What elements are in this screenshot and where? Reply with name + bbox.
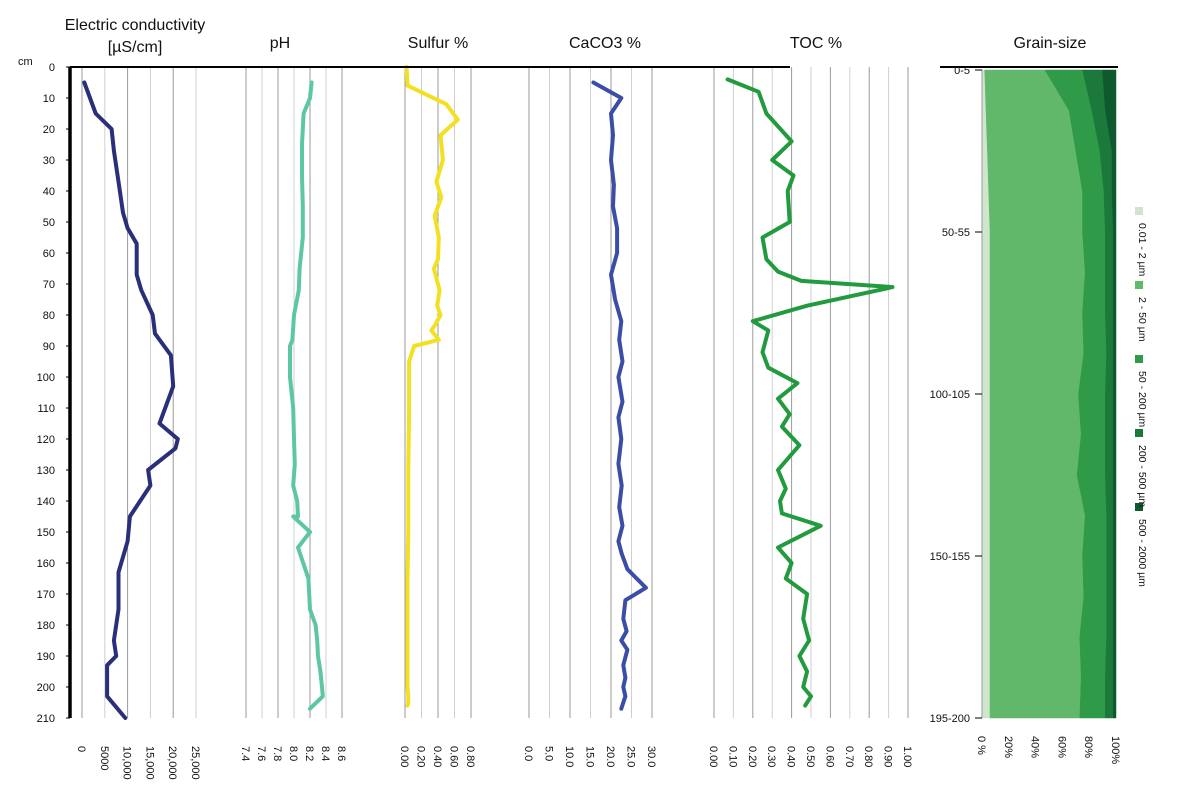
panel2-xtick-4: 8.2 <box>303 746 315 761</box>
depth-tick-label-200: 200 <box>37 682 55 694</box>
depth-tick-label-130: 130 <box>37 465 55 477</box>
depth-tick-label-70: 70 <box>43 279 55 291</box>
depth-tick-label-0: 0 <box>49 62 55 74</box>
panel5-xtick-4: 0.40 <box>785 746 797 767</box>
depth-tick-label-40: 40 <box>43 186 55 198</box>
grainsize-xtick-5: 100% <box>1109 736 1121 764</box>
panel3-xtick-3: 0.60 <box>448 746 460 767</box>
depth-tick-label-100: 100 <box>37 372 55 384</box>
legend-swatch-4 <box>1135 429 1143 437</box>
depth-tick-label-30: 30 <box>43 155 55 167</box>
panel4-xtick-1: 5.0 <box>543 746 555 761</box>
panel2-xtick-3: 8.0 <box>287 746 299 761</box>
panel5-xtick-3: 0.30 <box>765 746 777 767</box>
depth-tick-label-80: 80 <box>43 310 55 322</box>
depth-tick-label-10: 10 <box>43 93 55 105</box>
depth-tick-label-110: 110 <box>37 403 55 415</box>
grainsize-xtick-3: 60% <box>1055 736 1067 758</box>
panel4-xtick-2: 10.0 <box>563 746 575 767</box>
panel5-xtick-10: 1.00 <box>901 746 913 767</box>
panel2-xtick-0: 7.4 <box>239 746 251 761</box>
grainsize-cat-label-0-5: 0-5 <box>954 65 970 77</box>
grainsize-xtick-0: 0 % <box>975 736 987 755</box>
panel5-xtick-2: 0.20 <box>746 746 758 767</box>
panel3-xtick-0: 0.00 <box>398 746 410 767</box>
panel2-series-line <box>288 80 325 711</box>
grainsize-cat-label-195-200: 195-200 <box>930 713 970 725</box>
panel3-series-line <box>404 65 460 708</box>
panel1-xtick-4: 20,000 <box>166 746 178 780</box>
panel5-xtick-9: 0.90 <box>882 746 894 767</box>
panel5-xtick-7: 0.70 <box>843 746 855 767</box>
grainsize-xtick-1: 20% <box>1002 736 1014 758</box>
panel1-xtick-2: 10,000 <box>121 746 133 780</box>
panel5-series-line <box>725 77 895 708</box>
depth-tick-label-160: 160 <box>37 558 55 570</box>
panel2-xtick-6: 8.6 <box>335 746 347 761</box>
panel4-xtick-4: 20.0 <box>604 746 616 767</box>
panel5-title-line-1: TOC % <box>790 35 842 52</box>
legend-label-4: 200 - 500 µm <box>1136 445 1148 507</box>
panel1-xtick-0: 0 <box>75 746 87 752</box>
panel1-xtick-5: 25,000 <box>189 746 201 780</box>
grainsize-cat-label-100-105: 100-105 <box>930 389 970 401</box>
panel2-xtick-2: 7.8 <box>271 746 283 761</box>
panel3-xtick-1: 0.20 <box>415 746 427 767</box>
panel4-title-line-1: CaCO3 % <box>569 35 641 52</box>
panel1-title-line-1: Electric conductivity <box>65 17 206 34</box>
panel4-xtick-5: 25.0 <box>625 746 637 767</box>
depth-tick-label-140: 140 <box>37 496 55 508</box>
panel4-xtick-0: 0.0 <box>522 746 534 761</box>
panel4-series-line <box>591 80 648 711</box>
panel5-xtick-0: 0.00 <box>707 746 719 767</box>
depth-tick-label-190: 190 <box>37 651 55 663</box>
panel2-title-line-1: pH <box>270 35 290 52</box>
depth-tick-label-20: 20 <box>43 124 55 136</box>
depth-tick-label-210: 210 <box>37 713 55 725</box>
legend-swatch-2 <box>1135 281 1143 289</box>
depth-tick-label-90: 90 <box>43 341 55 353</box>
depth-tick-label-50: 50 <box>43 217 55 229</box>
grainsize-band-2 <box>984 69 1086 719</box>
panel5-xtick-6: 0.60 <box>823 746 835 767</box>
legend-swatch-3 <box>1135 355 1143 363</box>
legend-swatch-1 <box>1135 207 1143 215</box>
depth-tick-label-60: 60 <box>43 248 55 260</box>
legend-label-5: 500 - 2000 µm <box>1136 519 1148 587</box>
grainsize-title: Grain-size <box>1014 35 1087 52</box>
panel5-xtick-1: 0.10 <box>726 746 738 767</box>
grainsize-cat-label-150-155: 150-155 <box>930 551 970 563</box>
panel5-xtick-8: 0.80 <box>862 746 874 767</box>
panel2-xtick-5: 8.4 <box>319 746 331 761</box>
panel1-xtick-1: 5000 <box>98 746 110 770</box>
grainsize-band-5 <box>1102 69 1117 719</box>
depth-tick-label-150: 150 <box>37 527 55 539</box>
grainsize-xtick-2: 40% <box>1029 736 1041 758</box>
panel1-xtick-3: 15,000 <box>143 746 155 780</box>
depth-tick-label-170: 170 <box>37 589 55 601</box>
grainsize-xtick-4: 80% <box>1082 736 1094 758</box>
legend-swatch-5 <box>1135 503 1143 511</box>
panel1-series-line <box>82 80 180 720</box>
grainsize-cat-label-50-55: 50-55 <box>942 227 970 239</box>
panel2-xtick-1: 7.6 <box>255 746 267 761</box>
depth-axis-unit: cm <box>18 56 33 68</box>
legend-label-1: 0.01 - 2 µm <box>1136 223 1148 277</box>
legend-label-2: 2 - 50 µm <box>1136 297 1148 342</box>
depth-tick-label-180: 180 <box>37 620 55 632</box>
legend-label-3: 50 - 200 µm <box>1136 371 1148 427</box>
panel5-xtick-5: 0.50 <box>804 746 816 767</box>
depth-tick-label-120: 120 <box>37 434 55 446</box>
panel3-title-line-1: Sulfur % <box>408 35 468 52</box>
panel3-xtick-2: 0.40 <box>431 746 443 767</box>
panel3-xtick-4: 0.80 <box>464 746 476 767</box>
panel1-title-line-2: [µS/cm] <box>108 39 163 56</box>
panel4-xtick-3: 15.0 <box>584 746 596 767</box>
panel4-xtick-6: 30.0 <box>645 746 657 767</box>
